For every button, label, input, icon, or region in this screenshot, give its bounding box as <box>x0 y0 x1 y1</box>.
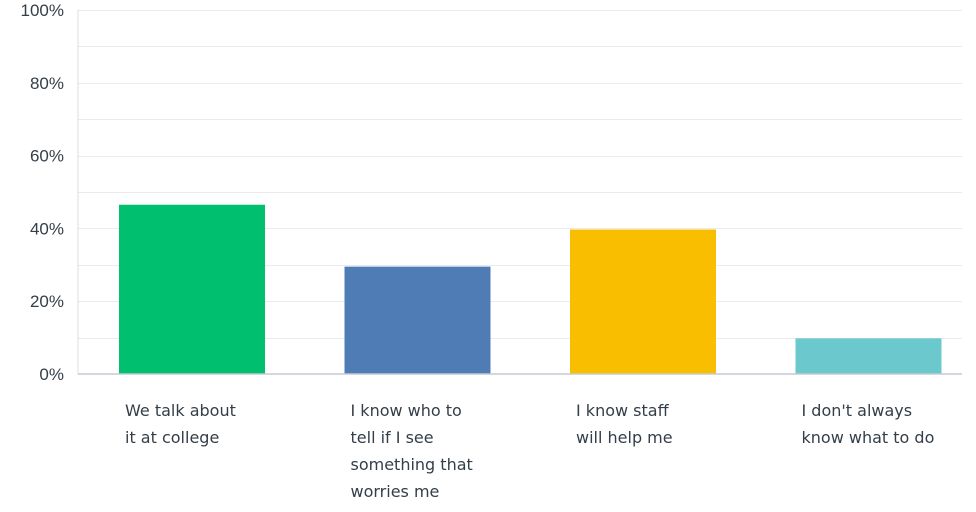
x-category-label: We talk about it at college <box>125 401 236 447</box>
y-tick-label: 60% <box>30 147 64 166</box>
x-category-label: I don't always know what to do <box>802 401 935 447</box>
y-tick-label: 20% <box>30 292 64 311</box>
bar <box>119 204 265 374</box>
y-tick-label: 100% <box>21 1 64 20</box>
y-tick-label: 0% <box>39 365 64 384</box>
x-axis-category-labels: We talk about it at college I know who to t… <box>125 401 934 501</box>
bar <box>570 229 716 374</box>
bar <box>795 338 942 374</box>
bars <box>119 204 942 374</box>
x-category-label: I know staff will help me <box>576 401 673 447</box>
x-category-label: I know who to tell if I see something that… <box>351 401 473 501</box>
bar <box>344 266 491 374</box>
y-tick-label: 40% <box>30 219 64 238</box>
y-tick-label: 80% <box>30 74 64 93</box>
y-axis-tick-labels: 0% 20% 40% 60% 80% 100% <box>21 1 64 384</box>
